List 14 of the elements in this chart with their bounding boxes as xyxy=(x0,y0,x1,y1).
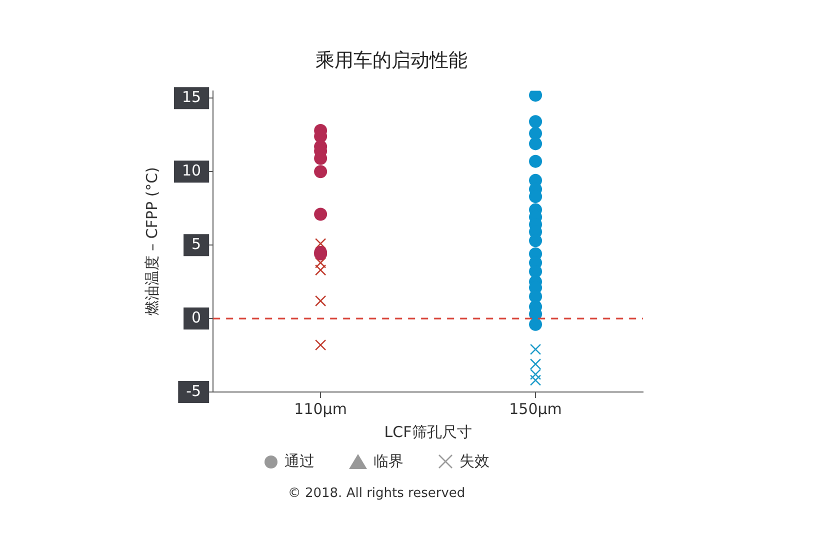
text: © 2018. All rights reserved xyxy=(286,486,466,501)
y-tick-label: 15 xyxy=(182,88,202,106)
chart-title: 乘用车的启动性能 xyxy=(316,49,468,72)
y-tick-label: 0 xyxy=(192,308,202,326)
y-tick-label: 10 xyxy=(182,162,202,180)
text: 临界 xyxy=(374,452,404,471)
y-tick-label: 5 xyxy=(192,234,202,253)
text: 失效 xyxy=(460,452,490,471)
y-tick-label: -5 xyxy=(186,382,202,400)
x-tick-label: 110μm xyxy=(294,400,347,418)
y-axis-title: 燃油温度 – CFPP (°C) xyxy=(142,167,161,316)
x-axis-title: LCF筛孔尺寸 xyxy=(384,422,472,441)
text: 通过 xyxy=(284,452,314,471)
x-tick-label: 150μm xyxy=(509,400,562,418)
